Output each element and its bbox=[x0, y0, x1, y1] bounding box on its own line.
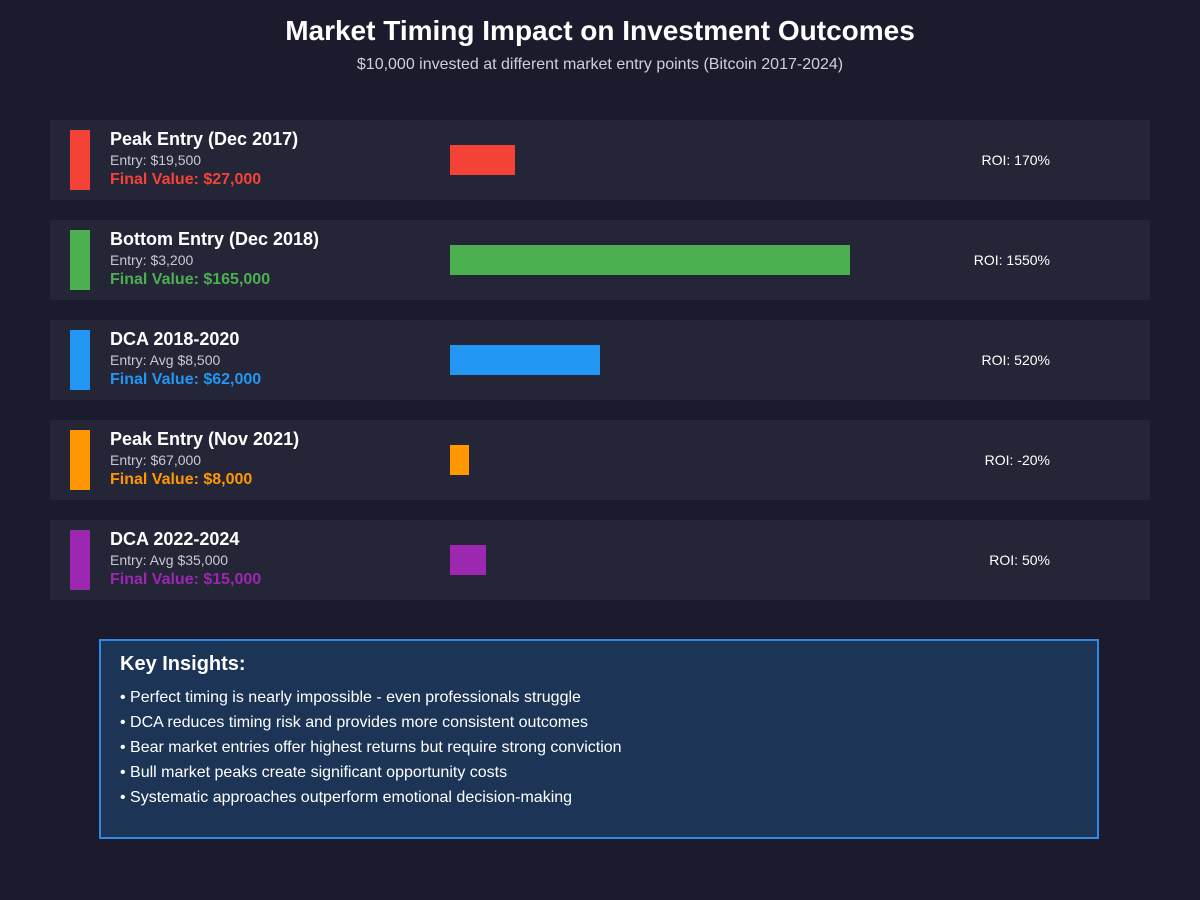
scenario-color-swatch bbox=[70, 330, 90, 390]
final-value-bar bbox=[450, 145, 515, 175]
roi-label: ROI: 520% bbox=[981, 352, 1050, 368]
scenario-entry-price: Entry: Avg $35,000 bbox=[110, 552, 229, 568]
scenario-row: DCA 2018-2020 Entry: Avg $8,500 Final Valu… bbox=[50, 320, 1150, 400]
scenario-row: Peak Entry (Dec 2017) Entry: $19,500 Final… bbox=[50, 120, 1150, 200]
scenario-label: Peak Entry (Dec 2017) bbox=[110, 129, 299, 149]
scenario-row: Peak Entry (Nov 2021) Entry: $67,000 Final… bbox=[50, 420, 1150, 500]
key-insights-panel: Key Insights: • Perfect timing is nearly… bbox=[99, 639, 1099, 839]
scenario-row: Bottom Entry (Dec 2018) Entry: $3,200 Fina… bbox=[50, 220, 1150, 300]
final-value-bar bbox=[450, 445, 469, 475]
chart-subtitle: $10,000 invested at different market ent… bbox=[356, 56, 844, 73]
final-value-bar bbox=[450, 545, 486, 575]
scenario-color-swatch bbox=[70, 530, 90, 590]
scenario-entry-price: Entry: $19,500 bbox=[110, 152, 202, 168]
chart-title: Market Timing Impact on Investment Outco… bbox=[285, 15, 915, 46]
insight-item: • DCA reduces timing risk and provides m… bbox=[120, 714, 589, 731]
scenario-final-value: Final Value: $165,000 bbox=[110, 271, 271, 288]
roi-label: ROI: 170% bbox=[981, 152, 1050, 168]
scenario-entry-price: Entry: $3,200 bbox=[110, 252, 194, 268]
scenario-final-value: Final Value: $8,000 bbox=[110, 471, 253, 488]
final-value-bar bbox=[450, 345, 600, 375]
scenario-entry-price: Entry: $67,000 bbox=[110, 452, 202, 468]
roi-label: ROI: 50% bbox=[989, 552, 1050, 568]
scenario-final-value: Final Value: $27,000 bbox=[110, 171, 262, 188]
insights-list: • Perfect timing is nearly impossible - … bbox=[120, 685, 622, 810]
scenario-label: DCA 2022-2024 bbox=[110, 529, 240, 549]
roi-label: ROI: -20% bbox=[984, 452, 1050, 468]
final-value-bar bbox=[450, 245, 850, 275]
insight-item: • Systematic approaches outperform emoti… bbox=[120, 789, 573, 806]
scenario-final-value: Final Value: $15,000 bbox=[110, 571, 262, 588]
scenario-final-value: Final Value: $62,000 bbox=[110, 371, 262, 388]
scenario-color-swatch bbox=[70, 430, 90, 490]
scenario-label: Bottom Entry (Dec 2018) bbox=[110, 229, 320, 249]
roi-label: ROI: 1550% bbox=[973, 252, 1050, 268]
insights-title: Key Insights: bbox=[120, 653, 246, 675]
insight-item: • Bear market entries offer highest retu… bbox=[120, 739, 622, 756]
scenario-color-swatch bbox=[70, 230, 90, 290]
scenario-label: DCA 2018-2020 bbox=[110, 329, 240, 349]
insight-item: • Bull market peaks create significant o… bbox=[120, 764, 508, 781]
scenario-label: Peak Entry (Nov 2021) bbox=[110, 429, 300, 449]
insight-item: • Perfect timing is nearly impossible - … bbox=[120, 689, 581, 706]
scenario-row: DCA 2022-2024 Entry: Avg $35,000 Final Val… bbox=[50, 520, 1150, 600]
scenario-entry-price: Entry: Avg $8,500 bbox=[110, 352, 221, 368]
scenario-color-swatch bbox=[70, 130, 90, 190]
